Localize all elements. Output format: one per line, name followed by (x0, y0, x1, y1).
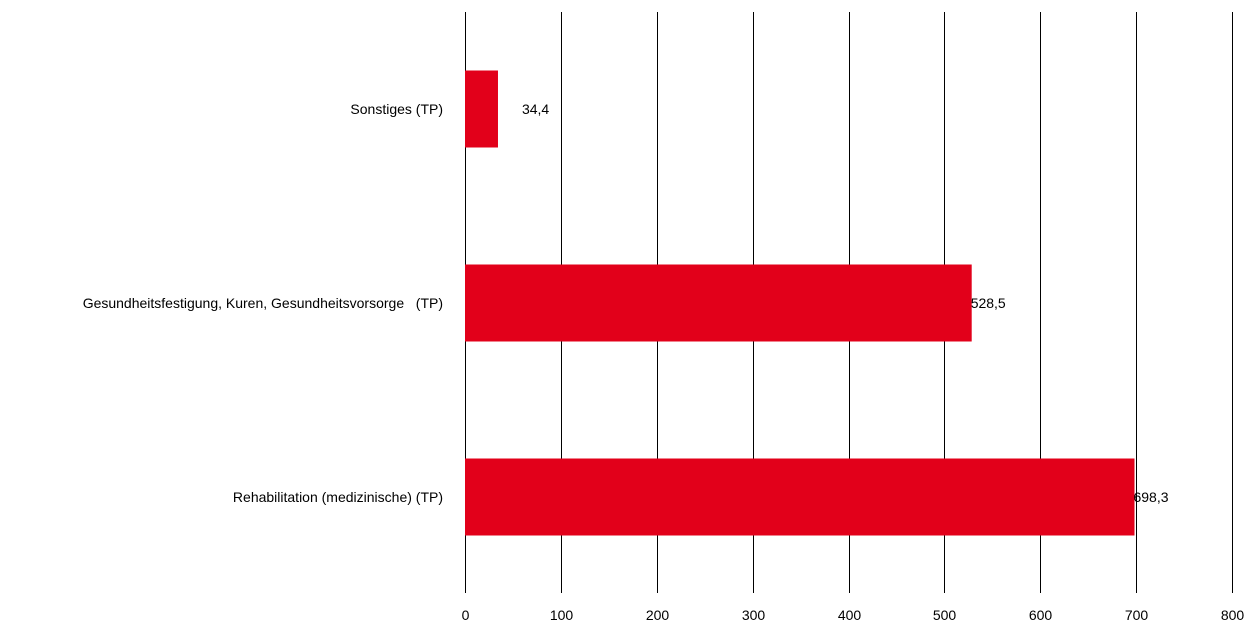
bar (465, 264, 972, 342)
value-label: 34,4 (522, 101, 549, 117)
category-label: Gesundheitsfestigung, Kuren, Gesundheits… (83, 295, 443, 311)
x-tick-label: 700 (1125, 607, 1149, 623)
value-label: 698,3 (1133, 489, 1168, 505)
bar (465, 458, 1135, 536)
x-tick-label: 100 (550, 607, 574, 623)
bar-layer (465, 70, 1135, 536)
x-tick-label: 800 (1221, 607, 1245, 623)
x-tick-label: 600 (1029, 607, 1053, 623)
label-layer: Sonstiges (TP) 34,4 Gesundheitsfestigung, … (83, 101, 1169, 505)
x-tick-label: 500 (933, 607, 957, 623)
x-tick-label: 400 (838, 607, 862, 623)
value-label: 528,5 (971, 295, 1006, 311)
x-tick-label: 0 (462, 607, 470, 623)
x-tick-label: 300 (742, 607, 766, 623)
category-label: Sonstiges (TP) (350, 101, 443, 117)
tick-layer: 0 100 200 300 400 500 600 700 800 (462, 607, 1245, 623)
bar (465, 70, 498, 148)
x-tick-label: 200 (646, 607, 670, 623)
category-label: Rehabilitation (medizinische) (TP) (233, 489, 443, 505)
